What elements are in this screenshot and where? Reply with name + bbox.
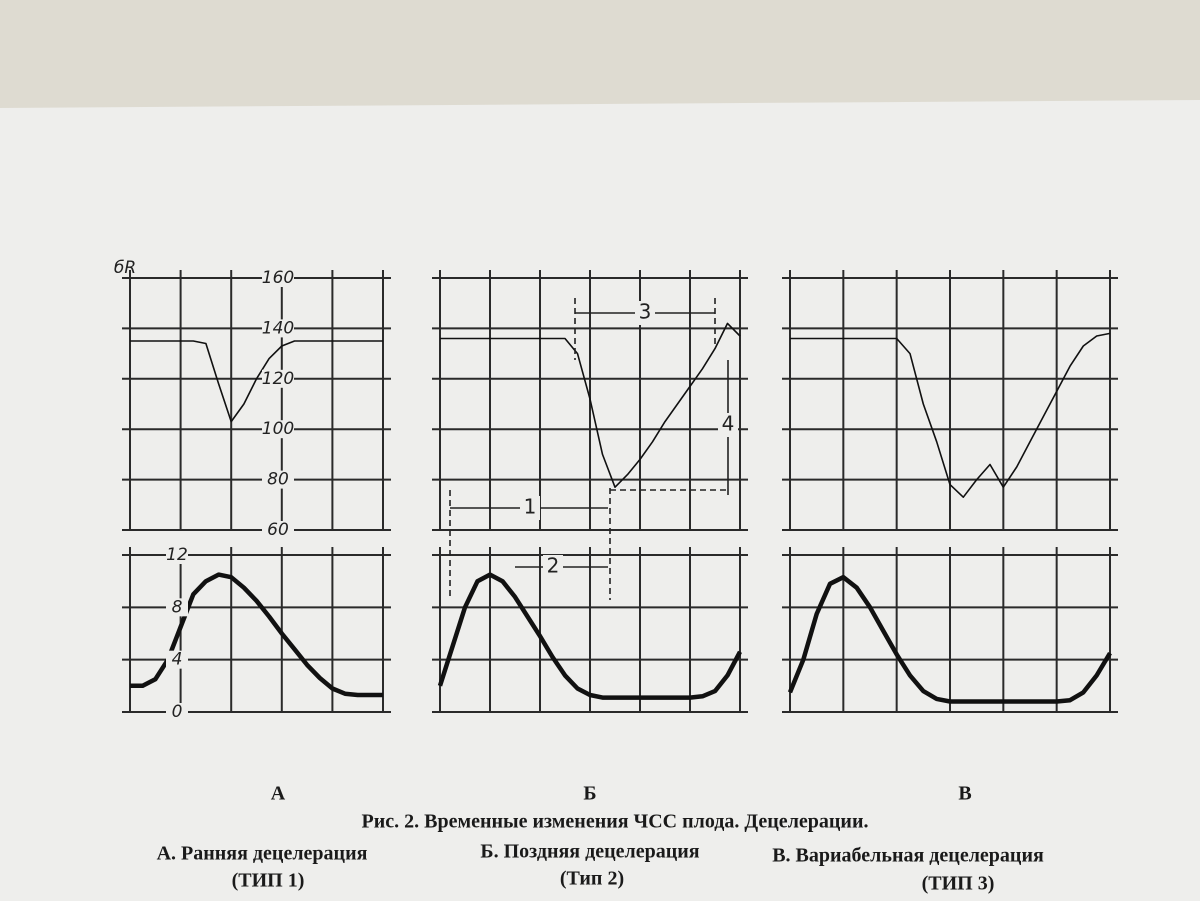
tick-bg (166, 703, 188, 721)
paper (0, 100, 1200, 901)
corner-label: бR (114, 258, 136, 278)
tick-bg (262, 369, 294, 388)
caption-item: В. Вариабельная децелерация (772, 845, 1044, 867)
panel-label: А (271, 783, 286, 805)
panel-label: В (958, 783, 971, 805)
uterine-tick-label: 12 (166, 545, 188, 565)
fhr-tick-label: 100 (262, 419, 294, 439)
caption-type: (ТИП 1) (232, 870, 305, 892)
uterine-curve (787, 574, 1112, 704)
uterine-tick-label: 8 (172, 597, 183, 617)
fhr-tick-label: 160 (262, 268, 294, 288)
caption-type: (Тип 2) (560, 868, 624, 890)
fhr-tick-label: 60 (267, 520, 289, 540)
tick-bg (262, 470, 294, 489)
background (0, 0, 1200, 110)
label-bg (543, 555, 563, 579)
tick-bg (166, 650, 188, 669)
uterine-tick-label: 4 (172, 650, 183, 670)
uterine-tick-label: 0 (172, 702, 183, 722)
tick-bg (166, 546, 188, 564)
annotation: 2 (547, 554, 560, 578)
tick-bg (262, 521, 294, 539)
tick-bg (262, 269, 294, 287)
caption-title: Рис. 2. Временные изменения ЧСС плода. Д… (362, 811, 869, 833)
label-bg (520, 496, 540, 520)
caption-item: Б. Поздняя децелерация (480, 841, 699, 863)
tick-bg (262, 420, 294, 439)
uterine-curve (437, 572, 742, 700)
annotation: 3 (639, 300, 652, 324)
annotation: 1 (524, 495, 537, 519)
caption-item: А. Ранняя децелерация (157, 843, 368, 865)
label-bg (718, 413, 738, 437)
fhr-tick-label: 140 (262, 318, 294, 338)
annotation: 4 (722, 412, 735, 436)
fhr-tick-label: 80 (267, 470, 289, 490)
label-bg (635, 301, 655, 325)
caption-type: (ТИП 3) (922, 873, 995, 895)
fhr-curve (130, 340, 383, 423)
fhr-tick-label: 120 (262, 369, 294, 389)
fhr-curve (440, 322, 741, 489)
uterine-curve (130, 572, 383, 698)
tick-bg (262, 319, 294, 338)
tick-bg (166, 598, 188, 617)
panel-label: Б (583, 783, 596, 805)
fhr-curve (790, 332, 1111, 499)
